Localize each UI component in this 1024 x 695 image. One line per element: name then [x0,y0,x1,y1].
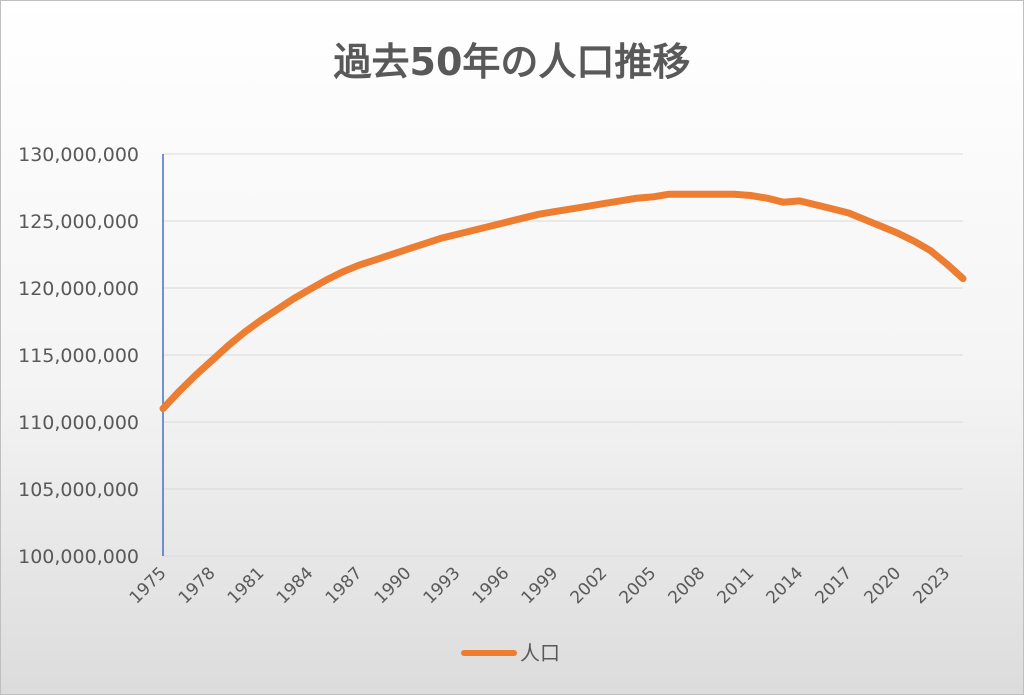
x-tick-label: 1981 [224,563,269,608]
x-tick-label: 2008 [665,563,710,608]
chart-title: 過去50年の人口推移 [334,40,691,84]
x-tick-label: 1978 [175,563,220,608]
legend-label: 人口 [520,641,560,665]
y-tick-label: 110,000,000 [18,412,139,434]
gridlines [163,153,963,557]
y-tick-label: 115,000,000 [18,345,139,367]
x-tick-label: 1984 [273,563,318,608]
y-axis: 100,000,000 105,000,000 110,000,000 115,000… [18,144,164,568]
x-tick-label: 1987 [322,563,367,608]
x-tick-label: 2011 [714,563,759,608]
x-tick-label: 2005 [616,563,661,608]
x-tick-label: 1993 [420,563,465,608]
y-tick-label: 120,000,000 [18,278,139,300]
y-tick-label: 105,000,000 [18,479,139,501]
x-tick-label: 2017 [812,563,857,608]
x-tick-label: 2020 [860,563,905,608]
x-tick-label: 1996 [469,563,514,608]
legend[interactable]: 人口 [461,641,560,665]
x-tick-label: 2014 [763,563,808,608]
x-tick-label: 1999 [518,563,563,608]
x-tick-label: 1975 [126,563,171,608]
x-tick-label: 2023 [909,563,954,608]
y-tick-label: 130,000,000 [18,144,139,166]
x-tick-label: 1990 [371,563,416,608]
y-tick-label: 100,000,000 [18,546,139,568]
series-line-population [159,190,967,413]
x-tick-label: 2002 [567,563,612,608]
x-axis: 1975 1978 1981 1984 1987 1990 1993 1996 1999 2002… [126,563,954,608]
y-tick-label: 125,000,000 [18,211,139,233]
plot-area [159,190,967,413]
